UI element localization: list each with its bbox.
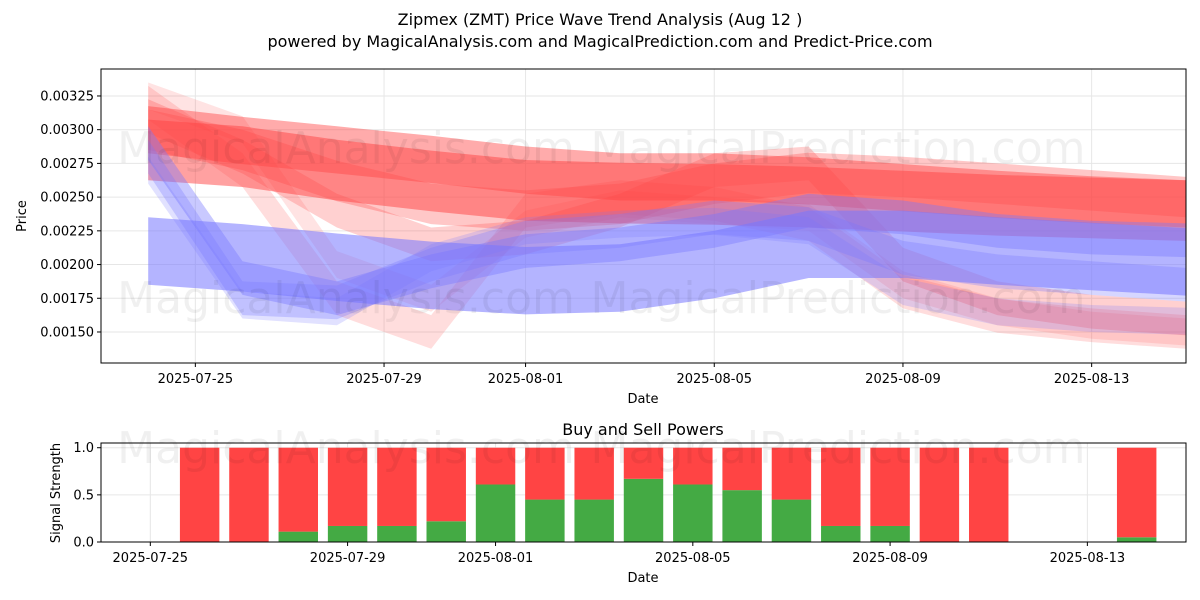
blue-wave-2-band <box>148 126 1187 316</box>
sell-bar <box>1116 447 1157 538</box>
buy-bar <box>525 499 565 542</box>
sell-bar <box>574 447 614 500</box>
price-x-axis-label: Date <box>627 392 658 407</box>
sell-bar <box>278 447 318 532</box>
blue-wave-3-band <box>148 139 1187 320</box>
buy-sell-x-axis-label: Date <box>627 571 658 586</box>
sell-bar <box>870 447 910 526</box>
watermark-prediction-bottom: MagicalPrediction.com <box>591 423 1086 474</box>
price-y-tick-label: 0.00275 <box>40 157 94 172</box>
price-wave-chart: MagicalAnalysis.com MagicalPrediction.co… <box>15 68 1187 407</box>
price-y-axis-label: Price <box>15 200 30 232</box>
price-y-tick-label: 0.00200 <box>40 258 94 273</box>
buy-sell-y-axis-label: Signal Strength <box>49 443 64 543</box>
sell-bar <box>821 447 861 526</box>
sell-bar <box>623 447 664 479</box>
sell-bar <box>426 447 466 522</box>
price-waves <box>148 82 1187 349</box>
watermark-prediction-top: MagicalPrediction.com <box>591 123 1086 174</box>
buy-sell-x-tick-label: 2025-08-13 <box>1050 551 1126 566</box>
red-wave-3-band <box>148 109 1187 231</box>
buy-bar <box>870 525 910 542</box>
sell-bar <box>525 447 565 500</box>
buy-bar <box>722 490 762 542</box>
price-y-tick-label: 0.00175 <box>40 292 94 307</box>
sell-bar <box>179 447 220 542</box>
price-y-tick-label: 0.00325 <box>40 89 94 104</box>
buy-bar <box>623 478 664 542</box>
price-x-tick-label: 2025-08-13 <box>1054 372 1130 387</box>
price-plot-frame <box>100 68 1187 364</box>
buy-sell-y-tick-label: 0.5 <box>73 488 94 503</box>
price-y-tick-label: 0.00300 <box>40 123 94 138</box>
red-wave-5-band <box>148 85 1187 349</box>
price-x-axis: 2025-07-25 2025-07-29 2025-08-01 2025-08-05… <box>158 363 1130 387</box>
red-wave-2-band <box>148 106 1187 228</box>
watermark-analysis-top: MagicalAnalysis.com <box>117 123 575 174</box>
buy-sell-chart: Buy and Sell Powers MagicalAnalysis.com … <box>49 420 1187 586</box>
price-x-tick-label: 2025-07-29 <box>346 372 422 387</box>
sell-bar <box>327 447 368 526</box>
sell-bar <box>969 447 1009 542</box>
sell-bar <box>919 447 960 542</box>
buy-bar <box>377 525 417 542</box>
red-wave-1-band <box>148 119 1187 241</box>
sell-bar <box>229 447 269 542</box>
price-y-axis: 0.00150 0.00175 0.00200 0.00225 0.00250 0.002… <box>40 89 101 340</box>
buy-bar <box>673 484 713 542</box>
buy-bar <box>1116 537 1157 542</box>
price-y-tick-label: 0.00250 <box>40 191 94 206</box>
buy-bar <box>771 499 812 542</box>
chart-title-line2: powered by MagicalAnalysis.com and Magic… <box>267 32 932 51</box>
price-x-tick-label: 2025-08-01 <box>488 372 564 387</box>
buy-bar <box>278 531 318 542</box>
buy-sell-y-tick-label: 0.0 <box>73 536 94 551</box>
buy-bar <box>821 525 861 542</box>
buy-sell-title: Buy and Sell Powers <box>562 420 724 439</box>
buy-bar <box>475 484 516 542</box>
blue-wave-1-band <box>148 210 1187 315</box>
sell-bar <box>673 447 713 485</box>
buy-sell-y-axis: 0.0 0.5 1.0 <box>73 441 101 551</box>
buy-sell-bars <box>179 447 1157 542</box>
sell-bar <box>377 447 417 526</box>
sell-bar <box>771 447 812 500</box>
buy-sell-x-tick-label: 2025-08-01 <box>458 551 534 566</box>
buy-bar <box>574 499 614 542</box>
price-x-tick-label: 2025-08-05 <box>676 372 752 387</box>
buy-sell-plot-frame <box>100 442 1187 543</box>
buy-bar <box>426 521 466 542</box>
chart-title-line1: Zipmex (ZMT) Price Wave Trend Analysis (… <box>398 10 803 29</box>
buy-sell-x-tick-label: 2025-07-29 <box>310 551 386 566</box>
price-x-tick-label: 2025-08-09 <box>865 372 941 387</box>
sell-bar <box>722 447 762 491</box>
watermark-prediction-mid: MagicalPrediction.com <box>591 273 1086 324</box>
buy-sell-x-axis: 2025-07-25 2025-07-29 2025-08-01 2025-08-05… <box>113 542 1126 566</box>
buy-sell-x-tick-label: 2025-07-25 <box>113 551 189 566</box>
blue-wave-4-band <box>148 156 1187 335</box>
buy-sell-x-tick-label: 2025-08-05 <box>655 551 731 566</box>
price-x-tick-label: 2025-07-25 <box>158 372 234 387</box>
sell-bar <box>475 447 516 485</box>
buy-bar <box>327 525 368 542</box>
buy-sell-y-tick-label: 1.0 <box>73 441 94 456</box>
price-y-tick-label: 0.00225 <box>40 224 94 239</box>
price-y-tick-label: 0.00150 <box>40 325 94 340</box>
watermark-analysis-bottom: MagicalAnalysis.com <box>117 423 575 474</box>
watermark-analysis-mid: MagicalAnalysis.com <box>117 273 575 324</box>
buy-sell-x-tick-label: 2025-08-09 <box>852 551 928 566</box>
